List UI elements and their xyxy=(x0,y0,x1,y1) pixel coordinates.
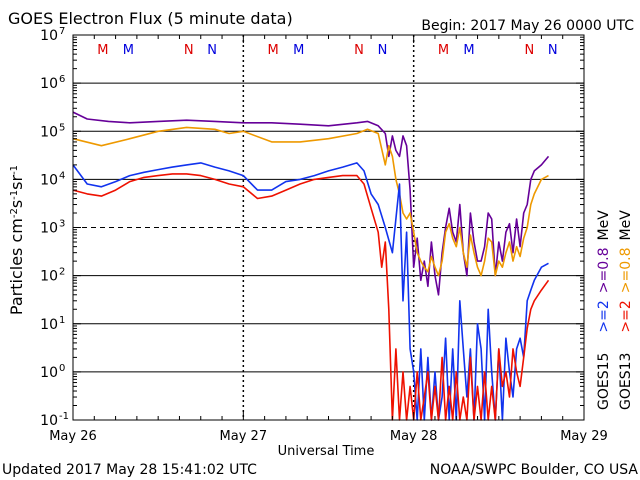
marker-label: N xyxy=(207,43,217,58)
y-tick-label: 10 xyxy=(40,124,58,140)
chart-title: GOES Electron Flux (5 minute data) xyxy=(8,9,293,28)
goes13-2-mevseries-line xyxy=(72,173,550,421)
legend-entry: GOES15 xyxy=(596,353,612,410)
legend-entry: GOES13 xyxy=(618,353,634,410)
marker-label: M xyxy=(438,43,449,58)
marker-label: N xyxy=(354,43,364,58)
y-tick-label: 10 xyxy=(40,221,58,237)
y-tick-label: 10 xyxy=(40,365,58,381)
y-tick-exponent: -1 xyxy=(59,411,69,422)
legend: GOES15 >=2 >=0.8 MeV GOES13 >=2 >=0.8 MeV xyxy=(596,210,634,410)
legend-entry: >=2 xyxy=(618,300,634,332)
legend-column: GOES15 >=2 >=0.8 MeV xyxy=(596,210,612,410)
legend-entry: >=0.8 xyxy=(596,247,612,293)
y-tick-label: 10 xyxy=(40,317,58,333)
y-tick-exponent: 1 xyxy=(59,315,65,326)
legend-entry: MeV xyxy=(618,210,634,241)
y-tick-label: 10 xyxy=(40,413,58,429)
y-tick-exponent: 4 xyxy=(59,170,65,181)
y-tick-exponent: 5 xyxy=(59,122,65,133)
marker-label: M xyxy=(463,43,474,58)
y-tick-label: 10 xyxy=(40,76,58,92)
x-tick-label: May 28 xyxy=(390,429,438,444)
y-tick-label: 10 xyxy=(40,28,58,44)
x-tick-label: May 29 xyxy=(560,429,608,444)
x-axis-ticks: May 26 May 27 May 28 May 29 xyxy=(49,35,608,444)
x-tick-label: May 26 xyxy=(49,429,97,444)
x-axis-label: Universal Time xyxy=(278,444,375,459)
marker-label: N xyxy=(548,43,558,58)
legend-column: GOES13 >=2 >=0.8 MeV xyxy=(618,210,634,410)
goes15-0-8-mevseries-line xyxy=(72,111,550,296)
y-tick-exponent: 6 xyxy=(59,74,65,85)
y-tick-label: 10 xyxy=(40,269,58,285)
credit-text: NOAA/SWPC Boulder, CO USA xyxy=(430,462,639,478)
marker-label: M xyxy=(123,43,134,58)
x-tick-label: May 27 xyxy=(220,429,268,444)
y-tick-label: 10 xyxy=(40,172,58,188)
data-series xyxy=(72,111,550,421)
y-tick-exponent: 2 xyxy=(59,267,65,278)
marker-label: N xyxy=(184,43,194,58)
legend-entry: >=2 xyxy=(596,300,612,332)
marker-label: N xyxy=(378,43,388,58)
marker-label: M xyxy=(268,43,279,58)
marker-label: M xyxy=(293,43,304,58)
begin-time: Begin: 2017 May 26 0000 UTC xyxy=(421,18,634,34)
y-axis-label: Particles cm-2s-1sr-1 xyxy=(7,165,26,315)
goes13-0-8-mevseries-line xyxy=(72,126,549,277)
y-tick-exponent: 0 xyxy=(59,363,65,374)
legend-entry: >=0.8 xyxy=(618,247,634,293)
goes15-2-mevseries-line xyxy=(72,162,549,421)
updated-time: Updated 2017 May 28 15:41:02 UTC xyxy=(2,462,257,478)
marker-label: M xyxy=(97,43,108,58)
legend-entry: MeV xyxy=(596,210,612,241)
marker-label: N xyxy=(524,43,534,58)
y-tick-exponent: 3 xyxy=(59,219,65,230)
y-tick-exponent: 7 xyxy=(59,26,65,37)
